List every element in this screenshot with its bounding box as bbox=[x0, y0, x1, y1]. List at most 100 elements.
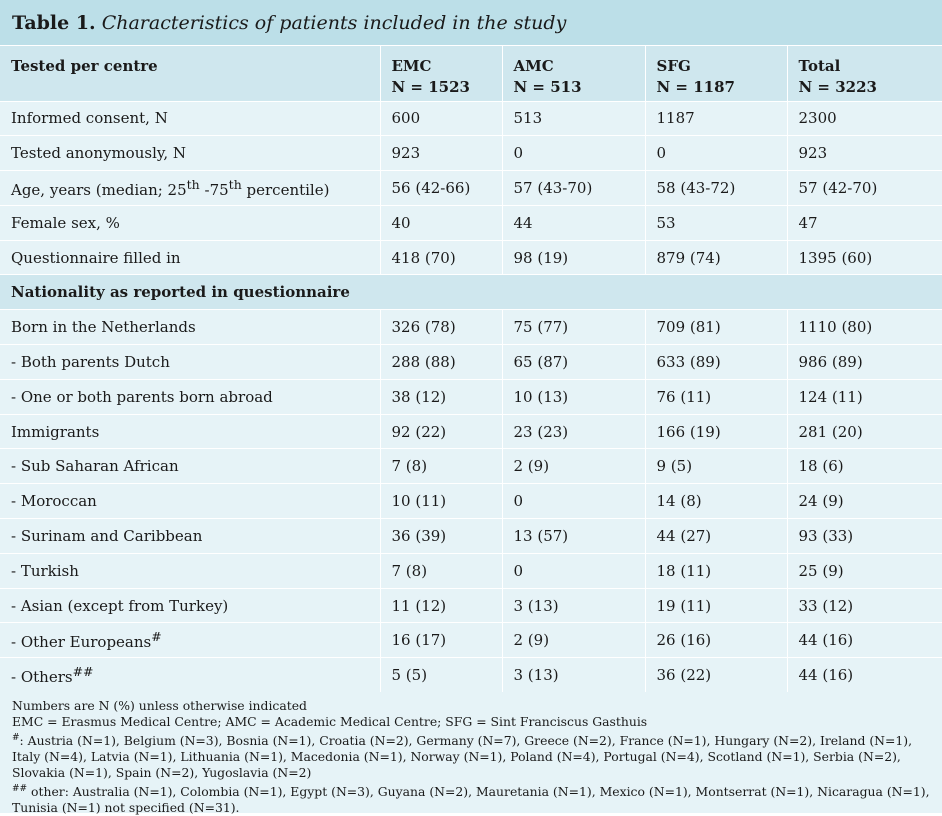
cell-emc: 923 bbox=[380, 135, 503, 172]
cell-emc: 5 (5) bbox=[380, 657, 503, 694]
row-label: Age, years (median; 25th -75th percentil… bbox=[0, 170, 381, 206]
cell-total: 281 (20) bbox=[787, 414, 942, 450]
row-label: - Asian (except from Turkey) bbox=[0, 588, 381, 624]
cell-sfg: 76 (11) bbox=[645, 379, 788, 415]
row-label: Born in the Netherlands bbox=[0, 309, 381, 346]
table-row: Age, years (median; 25th -75th percentil… bbox=[0, 170, 942, 206]
header-cell: AMC N = 513 bbox=[502, 46, 646, 102]
section-title: Nationality as reported in questionnaire bbox=[0, 274, 942, 311]
table-row: - Turkish 7 (8) 0 18 (11) 25 (9) bbox=[0, 553, 942, 589]
header-cell: Total N = 3223 bbox=[787, 46, 942, 102]
cell-amc: 65 (87) bbox=[502, 344, 646, 380]
cell-total: 33 (12) bbox=[787, 588, 942, 624]
cell-total: 124 (11) bbox=[787, 379, 942, 415]
nationality-rows: Born in the Netherlands 326 (78) 75 (77) 70… bbox=[0, 309, 942, 694]
cell-sfg: 58 (43-72) bbox=[645, 170, 788, 206]
cell-amc: 513 bbox=[502, 101, 646, 137]
header-cell: EMC N = 1523 bbox=[380, 46, 503, 102]
cell-emc: 326 (78) bbox=[380, 309, 503, 346]
row-label: Female sex, % bbox=[0, 205, 381, 241]
table-row: Female sex, % 40 44 53 47 bbox=[0, 205, 942, 241]
row-label: - Sub Saharan African bbox=[0, 448, 381, 485]
cell-amc: 3 (13) bbox=[502, 657, 646, 694]
cell-amc: 13 (57) bbox=[502, 518, 646, 554]
header-cell: SFG N = 1187 bbox=[645, 46, 788, 102]
cell-total: 986 (89) bbox=[787, 344, 942, 380]
footnote: Numbers are N (%) unless otherwise indic… bbox=[12, 698, 307, 713]
cell-total: 923 bbox=[787, 135, 942, 172]
table-row: - Others## 5 (5) 3 (13) 36 (22) 44 (16) bbox=[0, 657, 942, 694]
cell-emc: 7 (8) bbox=[380, 553, 503, 589]
cell-emc: 11 (12) bbox=[380, 588, 503, 624]
cell-total: 44 (16) bbox=[787, 622, 942, 659]
table-row: Born in the Netherlands 326 (78) 75 (77) 70… bbox=[0, 309, 942, 346]
cell-emc: 418 (70) bbox=[380, 240, 503, 276]
cell-total: 1395 (60) bbox=[787, 240, 942, 276]
table-row: - Asian (except from Turkey) 11 (12) 3 (13… bbox=[0, 588, 942, 624]
cell-sfg: 19 (11) bbox=[645, 588, 788, 624]
table-caption: Characteristics of patients included in … bbox=[101, 11, 567, 34]
cell-total: 24 (9) bbox=[787, 483, 942, 520]
cell-total: 2300 bbox=[787, 101, 942, 137]
cell-total: 44 (16) bbox=[787, 657, 942, 694]
cell-emc: 40 bbox=[380, 205, 503, 241]
cell-sfg: 18 (11) bbox=[645, 553, 788, 589]
cell-amc: 0 bbox=[502, 483, 646, 520]
table-number: Table 1. bbox=[12, 11, 96, 34]
row-label: - Turkish bbox=[0, 553, 381, 589]
cell-sfg: 53 bbox=[645, 205, 788, 241]
row-label: - Other Europeans# bbox=[0, 622, 381, 659]
footnote: ## other: Australia (N=1), Colombia (N=1… bbox=[12, 784, 930, 816]
cell-emc: 56 (42-66) bbox=[380, 170, 503, 206]
footnote: #: Austria (N=1), Belgium (N=3), Bosnia … bbox=[12, 733, 913, 781]
cell-total: 18 (6) bbox=[787, 448, 942, 485]
cell-sfg: 166 (19) bbox=[645, 414, 788, 450]
cell-sfg: 26 (16) bbox=[645, 622, 788, 659]
cell-amc: 75 (77) bbox=[502, 309, 646, 346]
row-label: Immigrants bbox=[0, 414, 381, 450]
cell-emc: 10 (11) bbox=[380, 483, 503, 520]
cell-amc: 3 (13) bbox=[502, 588, 646, 624]
cell-total: 1110 (80) bbox=[787, 309, 942, 346]
table-footnotes: Numbers are N (%) unless otherwise indic… bbox=[0, 692, 942, 816]
table-row: - Moroccan 10 (11) 0 14 (8) 24 (9) bbox=[0, 483, 942, 520]
cell-total: 57 (42-70) bbox=[787, 170, 942, 206]
cell-total: 25 (9) bbox=[787, 553, 942, 589]
cell-emc: 36 (39) bbox=[380, 518, 503, 554]
row-label: - Moroccan bbox=[0, 483, 381, 520]
cell-amc: 2 (9) bbox=[502, 448, 646, 485]
cell-sfg: 879 (74) bbox=[645, 240, 788, 276]
cell-emc: 16 (17) bbox=[380, 622, 503, 659]
cell-sfg: 9 (5) bbox=[645, 448, 788, 485]
header-cell: Tested per centre bbox=[0, 46, 381, 102]
cell-amc: 10 (13) bbox=[502, 379, 646, 415]
row-label: Questionnaire filled in bbox=[0, 240, 381, 276]
cell-sfg: 0 bbox=[645, 135, 788, 172]
section-header-row: Nationality as reported in questionnaire bbox=[0, 274, 942, 311]
cell-amc: 2 (9) bbox=[502, 622, 646, 659]
cell-sfg: 1187 bbox=[645, 101, 788, 137]
cell-emc: 288 (88) bbox=[380, 344, 503, 380]
cell-sfg: 14 (8) bbox=[645, 483, 788, 520]
cell-emc: 600 bbox=[380, 101, 503, 137]
table-row: - Other Europeans# 16 (17) 2 (9) 26 (16) 44 … bbox=[0, 622, 942, 659]
cell-total: 93 (33) bbox=[787, 518, 942, 554]
table-row: - Surinam and Caribbean 36 (39) 13 (57) 44 … bbox=[0, 518, 942, 554]
table-row: - One or both parents born abroad 38 (12)… bbox=[0, 379, 942, 415]
table-row: Tested anonymously, N 923 0 0 923 bbox=[0, 135, 942, 172]
cell-sfg: 633 (89) bbox=[645, 344, 788, 380]
row-label: - Others## bbox=[0, 657, 381, 694]
table-row: - Sub Saharan African 7 (8) 2 (9) 9 (5) 18 (… bbox=[0, 448, 942, 485]
cell-total: 47 bbox=[787, 205, 942, 241]
table-title: Table 1. Characteristics of patients inc… bbox=[0, 0, 942, 46]
row-label: - Surinam and Caribbean bbox=[0, 518, 381, 554]
cell-amc: 44 bbox=[502, 205, 646, 241]
cell-sfg: 36 (22) bbox=[645, 657, 788, 694]
cell-emc: 38 (12) bbox=[380, 379, 503, 415]
table-row: Immigrants 92 (22) 23 (23) 166 (19) 281 (20) bbox=[0, 414, 942, 450]
cell-amc: 98 (19) bbox=[502, 240, 646, 276]
cell-amc: 57 (43-70) bbox=[502, 170, 646, 206]
cell-amc: 0 bbox=[502, 135, 646, 172]
row-label: - One or both parents born abroad bbox=[0, 379, 381, 415]
